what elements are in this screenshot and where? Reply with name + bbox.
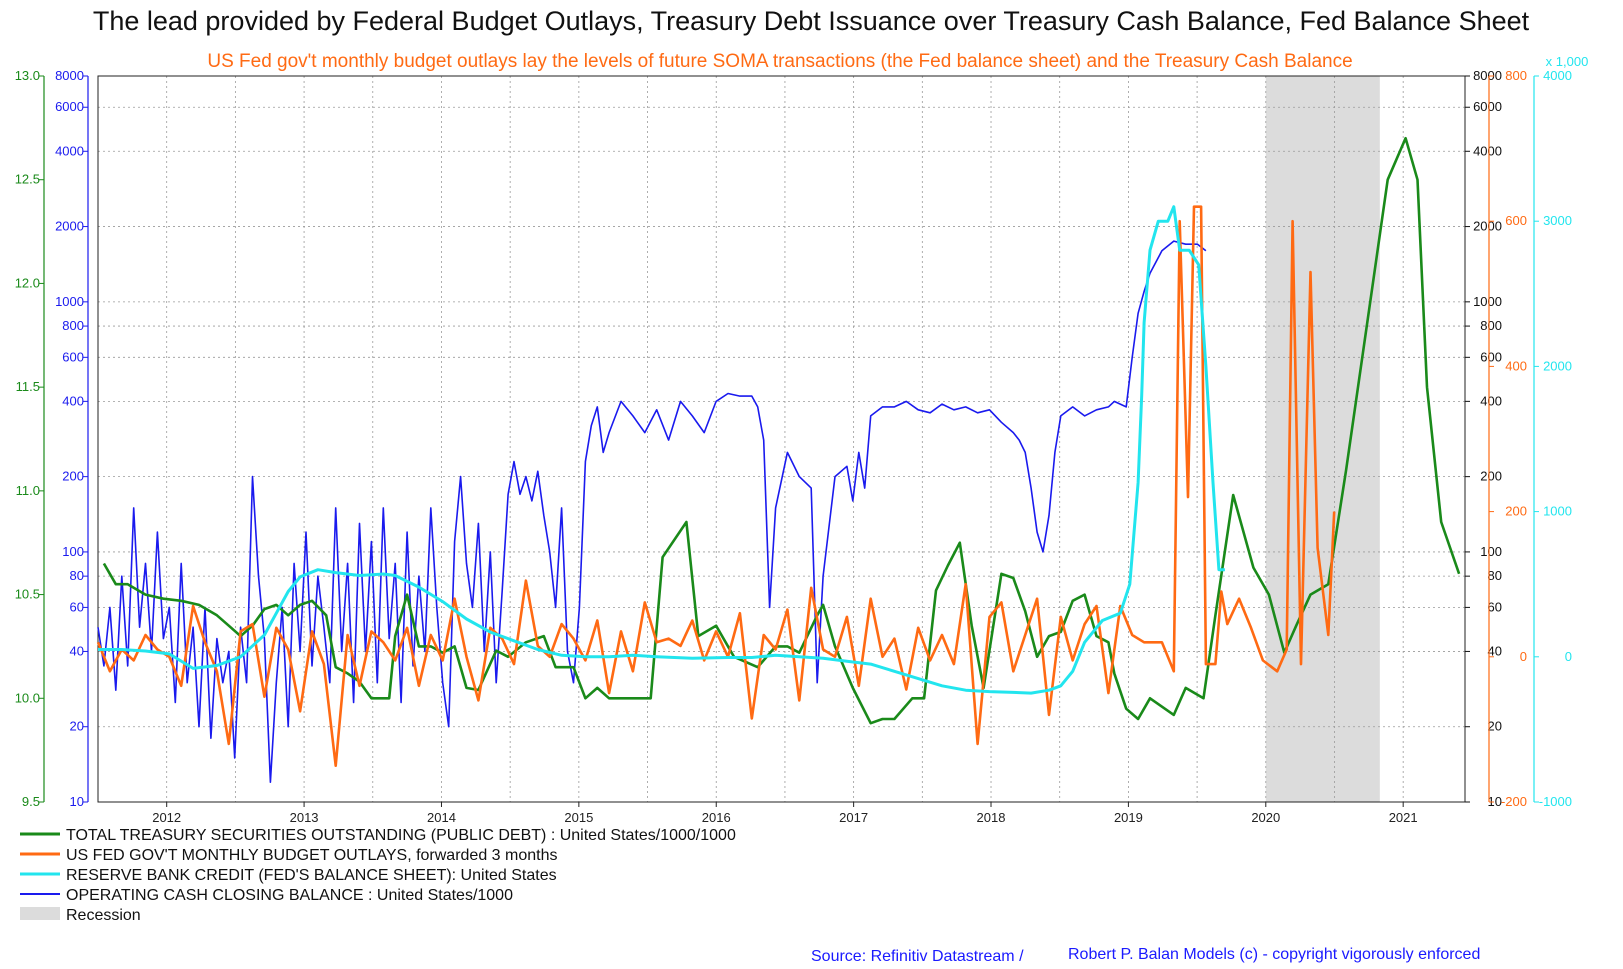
axis-tick-label: 100 [62, 544, 84, 559]
axis-tick-label: 20 [1488, 719, 1502, 734]
axis-tick-label: 200 [1480, 469, 1502, 484]
recession-band-layer [1265, 76, 1380, 802]
axis-tick-label: 800 [62, 318, 84, 333]
recession-band [1265, 76, 1380, 802]
axis-tick-label: 40 [70, 643, 84, 658]
axis-tick-label: -1000 [1539, 794, 1572, 809]
axis-tick-label: 80 [70, 568, 84, 583]
axis-tick-label: 10 [1488, 794, 1502, 809]
axis-tick-label: 9.5 [22, 794, 40, 809]
series-line [96, 205, 1336, 768]
x-tick-label: 2021 [1389, 810, 1418, 825]
axis-tick-label: 0 [1565, 649, 1572, 664]
axis-tick-label: 800 [1505, 68, 1527, 83]
x-tick-label: 2016 [702, 810, 731, 825]
axis-tick-label: 12.5 [15, 172, 40, 187]
series-layer [96, 136, 1461, 784]
legend-label: TOTAL TREASURY SECURITIES OUTSTANDING (P… [66, 827, 736, 844]
axis-tick-label: 2000 [55, 219, 84, 234]
axis-tick-label: 4000 [55, 143, 84, 158]
axis-tick-label: 0 [1520, 649, 1527, 664]
axis-tick-label: 10 [70, 794, 84, 809]
axis-tick-label: 10.0 [15, 690, 40, 705]
axis-tick-label: 13.0 [15, 68, 40, 83]
axis-tick-label: 600 [1505, 213, 1527, 228]
axis-tick-label: 800 [1480, 318, 1502, 333]
axis-tick-label: 40 [1488, 643, 1502, 658]
axis-tick-label: 3000 [1543, 213, 1572, 228]
x-tick-label: 2015 [564, 810, 593, 825]
axis-tick-label: 1000 [55, 294, 84, 309]
axis-tick-label: 8000 [1473, 68, 1502, 83]
axis-tick-label: 200 [1505, 504, 1527, 519]
x-tick-label: 2020 [1251, 810, 1280, 825]
source-note: Source: Refinitiv Datastream / [811, 948, 1024, 965]
axis-tick-label: 400 [62, 393, 84, 408]
x-tick-label: 2012 [152, 810, 181, 825]
series-line [97, 240, 1207, 784]
axis-tick-label: 600 [62, 349, 84, 364]
legend-label: OPERATING CASH CLOSING BALANCE : United … [66, 887, 513, 904]
axis-tick-label: 10.5 [15, 587, 40, 602]
legend-label: US FED GOV'T MONTHLY BUDGET OUTLAYS, for… [66, 847, 557, 864]
chart-subtitle: US Fed gov't monthly budget outlays lay … [207, 51, 1352, 72]
axis-tick-label: 80 [1488, 568, 1502, 583]
x-tick-label: 2013 [290, 810, 319, 825]
axis-tick-label: 100 [1480, 544, 1502, 559]
axis-tick-label: 2000 [1543, 358, 1572, 373]
axis-tick-label: 600 [1480, 349, 1502, 364]
axis-tick-label: 60 [70, 599, 84, 614]
axis-tick-label: 20 [70, 719, 84, 734]
series-line [102, 136, 1461, 725]
x-tick-label: 2017 [839, 810, 868, 825]
axis-tick-label: 6000 [1473, 99, 1502, 114]
axis-tick-label: 1000 [1473, 294, 1502, 309]
axis-tick-label: 400 [1505, 358, 1527, 373]
legend-swatch [20, 907, 60, 920]
axis-tick-label: 200 [62, 469, 84, 484]
copyright-note: Robert P. Balan Models (c) - copyright v… [1068, 946, 1480, 963]
axis-tick-label: 11.5 [16, 379, 40, 394]
series-line [98, 205, 1225, 695]
axis-tick-label: 4000 [1473, 143, 1502, 158]
axis-tick-label: 1000 [1543, 504, 1572, 519]
axis-tick-label: 4000 [1543, 68, 1572, 83]
axis-tick-label: -200 [1501, 794, 1527, 809]
axis-tick-label: 6000 [55, 99, 84, 114]
cyan-axis-multiplier: x 1,000 [1546, 54, 1589, 69]
x-tick-label: 2014 [427, 810, 456, 825]
legend: TOTAL TREASURY SECURITIES OUTSTANDING (P… [20, 827, 736, 924]
legend-label: RESERVE BANK CREDIT (FED'S BALANCE SHEET… [66, 867, 557, 884]
axis-tick-label: 400 [1480, 393, 1502, 408]
axis-tick-label: 12.0 [15, 275, 40, 290]
axis-tick-label: 8000 [55, 68, 84, 83]
plot-frame [97, 75, 1466, 803]
axis-tick-label: 2000 [1473, 219, 1502, 234]
axis-tick-label: 60 [1488, 599, 1502, 614]
chart-title: The lead provided by Federal Budget Outl… [93, 6, 1530, 36]
x-tick-label: 2019 [1114, 810, 1143, 825]
axes: 9.5 10.0 10.5 11.0 11.5 12.0 12.5 13.0 10 20 40 60 8… [15, 68, 1572, 825]
x-tick-label: 2018 [977, 810, 1006, 825]
axis-tick-label: 11.0 [16, 483, 40, 498]
legend-label: Recession [66, 907, 141, 924]
